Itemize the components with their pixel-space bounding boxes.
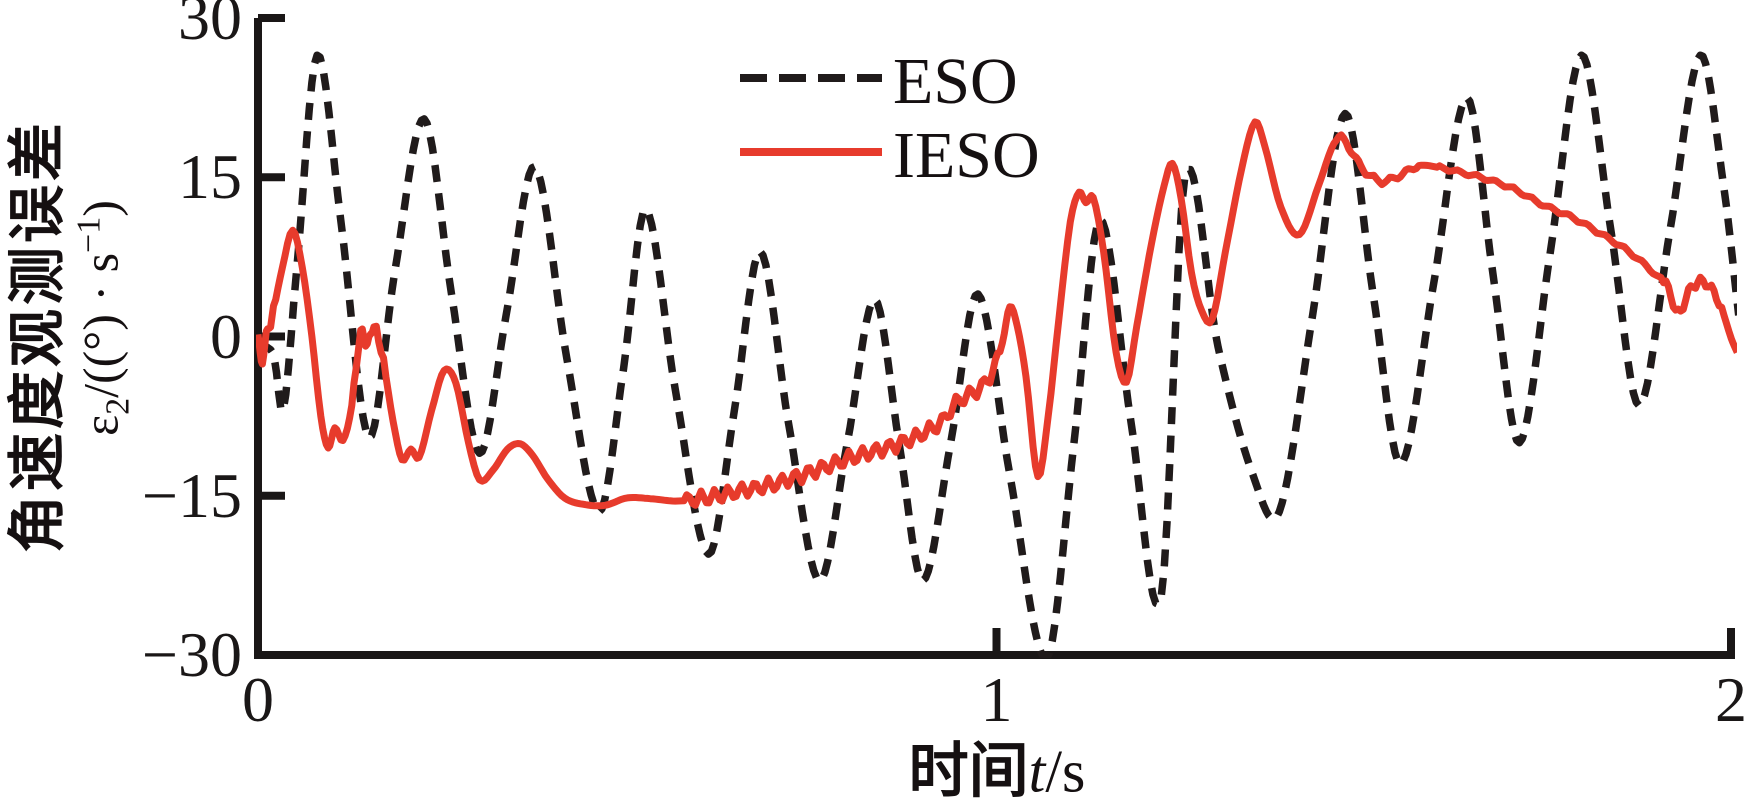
x-axis-label-part: 时间: [908, 738, 1029, 801]
x-tick-label-0: 0: [242, 664, 274, 735]
x-tick-label-1: 1: [980, 664, 1013, 735]
y-tick-label-30: 30: [178, 0, 242, 53]
x-axis-label-part: /s: [1045, 738, 1086, 801]
y-tick-label-15: 15: [178, 141, 242, 213]
legend-label-ieso: IESO: [893, 119, 1040, 192]
y-tick-label--30: −30: [141, 619, 242, 690]
y-axis-unit-part: ε: [72, 414, 129, 436]
x-tick-label-2: 2: [1715, 664, 1747, 735]
eso-curve: [256, 51, 1737, 658]
eso-dashed-line-sample: [740, 74, 882, 82]
y-tick-label--15: −15: [141, 459, 242, 531]
ieso-solid-line-sample: [740, 148, 882, 156]
x-axis-label: 时间t/s: [909, 723, 1086, 801]
y-axis-unit-part: 2: [99, 397, 137, 415]
x-axis-label-part: t: [1028, 738, 1046, 801]
y-tick-label-0: 0: [210, 300, 242, 372]
y-axis-label-chinese: 角速度观测误差: [5, 118, 70, 554]
ieso-curve: [256, 118, 1737, 510]
y-axis-unit-part: −1: [70, 216, 108, 253]
legend-label-eso: ESO: [893, 45, 1018, 118]
